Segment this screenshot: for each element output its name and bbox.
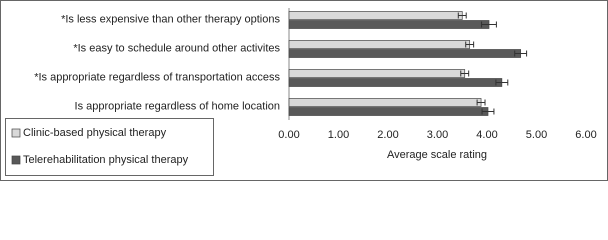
legend-label: Clinic-based physical therapy <box>23 127 167 139</box>
error-bar <box>514 50 528 57</box>
error-bar <box>481 108 495 115</box>
x-tick-label: 6.00 <box>575 129 596 141</box>
bar <box>288 40 471 49</box>
bar <box>288 69 466 78</box>
y-tick-label: Is appropriate regardless of home locati… <box>75 100 280 112</box>
y-tick-label: *Is appropriate regardless of transporta… <box>34 71 280 83</box>
legend-swatch <box>11 155 21 165</box>
error-bar <box>457 12 467 19</box>
x-tick-label: 4.00 <box>476 129 497 141</box>
y-tick-label: *Is less expensive than other therapy op… <box>61 13 280 25</box>
x-tick-label: 0.00 <box>278 129 299 141</box>
error-bar <box>460 70 470 77</box>
x-tick-label: 1.00 <box>328 129 349 141</box>
x-tick-label: 2.00 <box>377 129 398 141</box>
error-bar <box>495 79 509 86</box>
x-axis-title: Average scale rating <box>387 149 487 161</box>
bar <box>288 49 522 58</box>
legend-box <box>5 118 214 176</box>
x-tick-label: 3.00 <box>427 129 448 141</box>
bar <box>288 78 503 87</box>
bar <box>288 11 463 20</box>
legend-swatch <box>11 128 21 138</box>
bar <box>288 98 482 107</box>
error-bar <box>465 41 475 48</box>
x-tick-label: 5.00 <box>526 129 547 141</box>
error-bar <box>476 99 486 106</box>
error-bar <box>481 21 497 28</box>
y-tick-label: *Is easy to schedule around other activi… <box>73 42 280 54</box>
chart: Average scale rating 0.00 1.00 2.00 3.00 4.0… <box>0 0 608 181</box>
bar <box>288 107 489 116</box>
legend-label: Telerehabilitation physical therapy <box>23 154 189 166</box>
bar <box>288 20 490 29</box>
